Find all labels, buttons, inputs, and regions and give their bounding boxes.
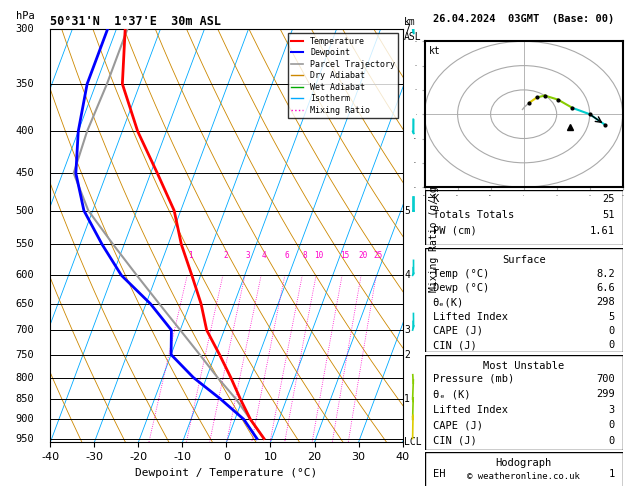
Text: θₑ (K): θₑ (K) — [433, 389, 470, 399]
Text: 850: 850 — [16, 394, 35, 404]
Text: 350: 350 — [16, 79, 35, 89]
Text: CIN (J): CIN (J) — [433, 340, 476, 350]
Text: 650: 650 — [16, 299, 35, 309]
Text: 1: 1 — [608, 469, 615, 479]
Text: 10: 10 — [314, 251, 323, 260]
Text: 600: 600 — [16, 270, 35, 280]
Text: 5: 5 — [608, 312, 615, 322]
Text: 0: 0 — [608, 420, 615, 431]
Text: 299: 299 — [596, 389, 615, 399]
Text: hPa: hPa — [16, 11, 35, 21]
Text: 5: 5 — [404, 206, 410, 216]
Text: 4: 4 — [262, 251, 266, 260]
Text: km: km — [404, 17, 416, 27]
Text: 550: 550 — [16, 240, 35, 249]
Text: © weatheronline.co.uk: © weatheronline.co.uk — [467, 472, 580, 481]
Text: 25: 25 — [603, 194, 615, 204]
Text: Lifted Index: Lifted Index — [433, 312, 508, 322]
Text: 3: 3 — [245, 251, 250, 260]
Text: 298: 298 — [596, 297, 615, 307]
Text: 450: 450 — [16, 168, 35, 178]
Text: 700: 700 — [16, 325, 35, 335]
Text: 20: 20 — [359, 251, 368, 260]
Text: Surface: Surface — [502, 255, 545, 265]
Text: Lifted Index: Lifted Index — [433, 405, 508, 415]
Text: 6: 6 — [285, 251, 289, 260]
Text: 15: 15 — [340, 251, 349, 260]
Text: 0: 0 — [608, 436, 615, 446]
Text: 4: 4 — [404, 270, 410, 280]
Text: Totals Totals: Totals Totals — [433, 210, 514, 220]
Text: CIN (J): CIN (J) — [433, 436, 476, 446]
Text: ASL: ASL — [404, 32, 422, 42]
Text: 8: 8 — [303, 251, 307, 260]
Text: 51: 51 — [603, 210, 615, 220]
Text: 0: 0 — [608, 340, 615, 350]
Text: 50°31'N  1°37'E  30m ASL: 50°31'N 1°37'E 30m ASL — [50, 15, 221, 28]
Text: Temp (°C): Temp (°C) — [433, 269, 489, 279]
Text: 700: 700 — [596, 374, 615, 384]
Text: 900: 900 — [16, 415, 35, 424]
Text: 400: 400 — [16, 126, 35, 137]
Text: 1.61: 1.61 — [590, 226, 615, 236]
Text: K: K — [433, 194, 439, 204]
Text: Dewp (°C): Dewp (°C) — [433, 283, 489, 293]
Text: 3: 3 — [608, 405, 615, 415]
Text: 3: 3 — [404, 325, 410, 335]
Text: 0: 0 — [608, 326, 615, 336]
Text: 8.2: 8.2 — [596, 269, 615, 279]
Text: Hodograph: Hodograph — [496, 458, 552, 468]
Legend: Temperature, Dewpoint, Parcel Trajectory, Dry Adiabat, Wet Adiabat, Isotherm, Mi: Temperature, Dewpoint, Parcel Trajectory… — [287, 34, 398, 118]
Text: 950: 950 — [16, 434, 35, 444]
Text: LCL: LCL — [404, 437, 422, 447]
Text: EH: EH — [433, 469, 445, 479]
Text: CAPE (J): CAPE (J) — [433, 420, 482, 431]
Text: 300: 300 — [16, 24, 35, 34]
Text: θₑ(K): θₑ(K) — [433, 297, 464, 307]
Text: 800: 800 — [16, 372, 35, 382]
Text: Most Unstable: Most Unstable — [483, 362, 564, 371]
Text: 7: 7 — [404, 24, 410, 34]
Text: PW (cm): PW (cm) — [433, 226, 476, 236]
Text: 25: 25 — [374, 251, 383, 260]
Text: Pressure (mb): Pressure (mb) — [433, 374, 514, 384]
Text: Mixing Ratio (g/kg): Mixing Ratio (g/kg) — [429, 180, 439, 292]
Text: 26.04.2024  03GMT  (Base: 00): 26.04.2024 03GMT (Base: 00) — [433, 15, 615, 24]
Text: CAPE (J): CAPE (J) — [433, 326, 482, 336]
Text: 2: 2 — [223, 251, 228, 260]
Text: 500: 500 — [16, 206, 35, 216]
Text: 750: 750 — [16, 349, 35, 360]
Text: 1: 1 — [404, 394, 410, 404]
Text: kt: kt — [428, 46, 440, 56]
Text: 6.6: 6.6 — [596, 283, 615, 293]
Text: 2: 2 — [404, 349, 410, 360]
X-axis label: Dewpoint / Temperature (°C): Dewpoint / Temperature (°C) — [135, 468, 318, 478]
Text: 1: 1 — [187, 251, 192, 260]
